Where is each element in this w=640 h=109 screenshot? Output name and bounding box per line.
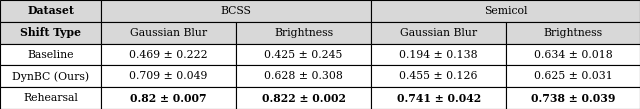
- Text: Brightness: Brightness: [543, 28, 603, 38]
- Text: 0.741 ± 0.042: 0.741 ± 0.042: [397, 93, 481, 104]
- Text: Gaussian Blur: Gaussian Blur: [400, 28, 477, 38]
- Text: Baseline: Baseline: [28, 49, 74, 60]
- Bar: [506, 44, 640, 65]
- Bar: [101, 65, 236, 87]
- Bar: [506, 87, 640, 109]
- Text: Shift Type: Shift Type: [20, 27, 81, 38]
- Text: BCSS: BCSS: [221, 6, 252, 16]
- Bar: [371, 44, 506, 65]
- Text: 0.625 ± 0.031: 0.625 ± 0.031: [534, 71, 612, 81]
- Text: 0.709 ± 0.049: 0.709 ± 0.049: [129, 71, 208, 81]
- Bar: [371, 65, 506, 87]
- Text: Rehearsal: Rehearsal: [23, 93, 78, 103]
- Text: 0.469 ± 0.222: 0.469 ± 0.222: [129, 49, 208, 60]
- Bar: [0, 87, 101, 109]
- Bar: [236, 65, 371, 87]
- Text: 0.738 ± 0.039: 0.738 ± 0.039: [531, 93, 615, 104]
- Bar: [101, 44, 236, 65]
- Bar: [236, 44, 371, 65]
- Bar: [0, 44, 101, 65]
- Text: Dataset: Dataset: [27, 5, 74, 16]
- Text: 0.194 ± 0.138: 0.194 ± 0.138: [399, 49, 478, 60]
- Text: Gaussian Blur: Gaussian Blur: [130, 28, 207, 38]
- Bar: [236, 87, 371, 109]
- Bar: [101, 87, 236, 109]
- Bar: [0, 65, 101, 87]
- Text: 0.822 ± 0.002: 0.822 ± 0.002: [262, 93, 346, 104]
- Bar: [506, 65, 640, 87]
- Text: 0.455 ± 0.126: 0.455 ± 0.126: [399, 71, 478, 81]
- Bar: [101, 0, 371, 22]
- Bar: [506, 22, 640, 44]
- Text: Brightness: Brightness: [274, 28, 333, 38]
- Text: 0.628 ± 0.308: 0.628 ± 0.308: [264, 71, 343, 81]
- Bar: [0, 22, 101, 44]
- Bar: [101, 22, 236, 44]
- Bar: [371, 0, 640, 22]
- Bar: [371, 22, 506, 44]
- Bar: [236, 22, 371, 44]
- Text: 0.82 ± 0.007: 0.82 ± 0.007: [131, 93, 207, 104]
- Text: 0.425 ± 0.245: 0.425 ± 0.245: [264, 49, 343, 60]
- Bar: [0, 0, 101, 22]
- Bar: [371, 87, 506, 109]
- Text: DynBC (Ours): DynBC (Ours): [12, 71, 89, 82]
- Text: Semicol: Semicol: [484, 6, 527, 16]
- Text: 0.634 ± 0.018: 0.634 ± 0.018: [534, 49, 612, 60]
